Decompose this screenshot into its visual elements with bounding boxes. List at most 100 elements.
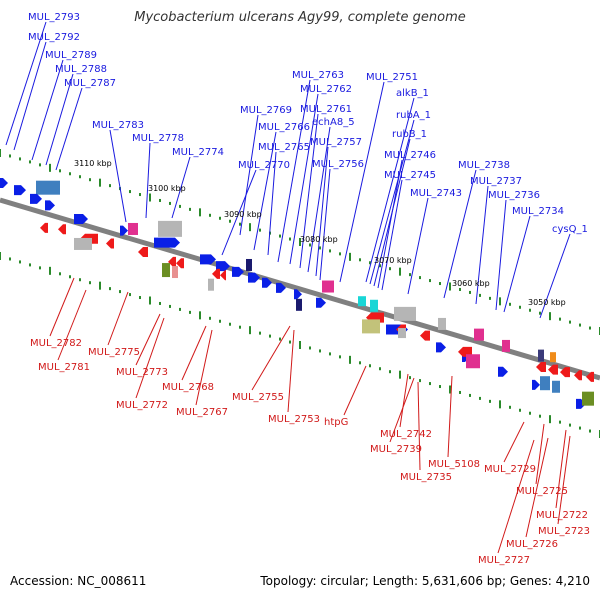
leader-line	[555, 429, 567, 509]
gene-label-mul-2742[interactable]: MUL_2742	[380, 429, 432, 440]
gene-label-mul-2772[interactable]: MUL_2772	[116, 400, 168, 411]
gene-label-mul-2734[interactable]: MUL_2734	[512, 206, 564, 217]
gene-label-alkb-1[interactable]: alkB_1	[396, 88, 429, 99]
gene-label-mul-2727[interactable]: MUL_2727	[478, 555, 530, 566]
tick-mark	[269, 334, 271, 338]
gene-label-mul-2782[interactable]: MUL_2782	[30, 338, 82, 349]
gene-label-mul-2745[interactable]: MUL_2745	[384, 170, 436, 181]
gene-label-mul-2726[interactable]: MUL_2726	[506, 539, 558, 550]
leader-line	[475, 185, 489, 305]
tick-mark	[29, 263, 31, 267]
reverse-gene-arrow	[176, 258, 184, 269]
gene-label-mul-2738[interactable]: MUL_2738	[458, 160, 510, 171]
tick-mark	[589, 326, 591, 330]
tick-mark	[309, 346, 311, 350]
gene-label-mul-2792[interactable]: MUL_2792	[28, 32, 80, 43]
tick-mark	[229, 322, 231, 326]
gene-label-mul-2753[interactable]: MUL_2753	[268, 414, 320, 425]
tick-mark	[49, 163, 51, 172]
leader-line	[181, 325, 207, 381]
gene-label-mul-2770[interactable]: MUL_2770	[238, 160, 290, 171]
genome-backbone	[0, 197, 600, 381]
tick-mark	[299, 238, 301, 246]
gene-label-htpg[interactable]: htpG	[324, 417, 348, 428]
tick-mark	[159, 301, 161, 305]
gene-label-mul-2789[interactable]: MUL_2789	[45, 50, 97, 61]
tick-mark	[569, 320, 571, 324]
tick-mark	[179, 204, 181, 208]
gene-label-mul-2769[interactable]: MUL_2769	[240, 105, 292, 116]
gene-label-mul-2751[interactable]: MUL_2751	[366, 72, 418, 83]
tick-mark	[509, 302, 511, 306]
tick-mark	[219, 216, 221, 220]
gene-label-mul-2746[interactable]: MUL_2746	[384, 150, 436, 161]
gene-label-cysq-1[interactable]: cysQ_1	[552, 224, 588, 235]
tick-mark	[49, 266, 51, 275]
gene-label-mul-2793[interactable]: MUL_2793	[28, 12, 80, 23]
tick-mark	[59, 272, 61, 276]
tick-mark	[69, 275, 71, 279]
gene-label-echa8-5[interactable]: echA8_5	[312, 117, 355, 128]
gene-label-mul-2781[interactable]: MUL_2781	[38, 362, 90, 373]
tick-mark	[459, 287, 461, 291]
gene-label-mul-2743[interactable]: MUL_2743	[410, 188, 462, 199]
tick-mark	[509, 405, 511, 409]
leader-line	[49, 277, 75, 337]
gene-block	[208, 278, 214, 291]
gene-label-mul-2787[interactable]: MUL_2787	[64, 78, 116, 89]
tick-mark	[109, 184, 111, 188]
tick-mark	[279, 234, 281, 238]
forward-gene-arrow	[232, 266, 244, 277]
gene-label-mul-2725[interactable]: MUL_2725	[516, 486, 568, 497]
gene-label-mul-5108[interactable]: MUL_5108	[428, 459, 480, 470]
gene-label-mul-2723[interactable]: MUL_2723	[538, 526, 590, 537]
gene-label-mul-2729[interactable]: MUL_2729	[484, 464, 536, 475]
leader-line	[497, 439, 535, 554]
reverse-gene-arrow	[420, 330, 430, 341]
gene-label-mul-2757[interactable]: MUL_2757	[310, 137, 362, 148]
gene-label-mul-2766[interactable]: MUL_2766	[258, 122, 310, 133]
gene-label-mul-2737[interactable]: MUL_2737	[470, 176, 522, 187]
gene-label-mul-2778[interactable]: MUL_2778	[132, 133, 184, 144]
leader-line	[307, 126, 331, 273]
gene-label-rubb-1[interactable]: rubB_1	[392, 129, 427, 140]
forward-gene-arrow	[30, 193, 42, 204]
tick-mark	[199, 208, 201, 217]
tick-mark	[189, 310, 191, 314]
gene-label-mul-2739[interactable]: MUL_2739	[370, 444, 422, 455]
kbp-labels: 3110 kbp 3100 kbp 3090 kbp 3080 kbp 3070 kbp…	[74, 159, 566, 307]
tick-mark	[499, 400, 501, 409]
gene-label-mul-2761[interactable]: MUL_2761	[300, 104, 352, 115]
tick-mark	[389, 370, 391, 374]
gene-label-mul-2773[interactable]: MUL_2773	[116, 367, 168, 378]
kbp-label: 3050 kbp	[528, 298, 566, 307]
gene-block	[394, 306, 416, 321]
gene-label-mul-2765[interactable]: MUL_2765	[258, 142, 310, 153]
forward-gene-arrow	[200, 254, 216, 265]
gene-label-mul-2722[interactable]: MUL_2722	[536, 510, 588, 521]
tick-mark	[469, 393, 471, 397]
tick-mark	[419, 276, 421, 280]
gene-label-mul-2767[interactable]: MUL_2767	[176, 407, 228, 418]
gene-label-mul-2788[interactable]: MUL_2788	[55, 64, 107, 75]
reverse-gene-arrow	[106, 238, 114, 249]
gene-label-mul-2736[interactable]: MUL_2736	[488, 190, 540, 201]
gene-label-mul-2735[interactable]: MUL_2735	[400, 472, 452, 483]
gene-label-mul-2763[interactable]: MUL_2763	[292, 70, 344, 81]
leader-line	[525, 437, 549, 538]
gene-label-mul-2783[interactable]: MUL_2783	[92, 120, 144, 131]
gene-label-mul-2768[interactable]: MUL_2768	[162, 382, 214, 393]
gene-label-mul-2756[interactable]: MUL_2756	[312, 159, 364, 170]
gene-block	[36, 180, 60, 195]
gene-label-ruba-1[interactable]: rubA_1	[396, 110, 431, 121]
gene-label-mul-2762[interactable]: MUL_2762	[300, 84, 352, 95]
gene-label-mul-2775[interactable]: MUL_2775	[88, 347, 140, 358]
tick-mark	[209, 213, 211, 217]
tick-mark	[189, 207, 191, 211]
gene-label-mul-2774[interactable]: MUL_2774	[172, 147, 224, 158]
leader-line	[369, 119, 415, 285]
tick-mark	[199, 311, 201, 320]
gene-label-mul-2755[interactable]: MUL_2755	[232, 392, 284, 403]
tick-mark	[569, 423, 571, 427]
gene-block	[296, 298, 302, 311]
